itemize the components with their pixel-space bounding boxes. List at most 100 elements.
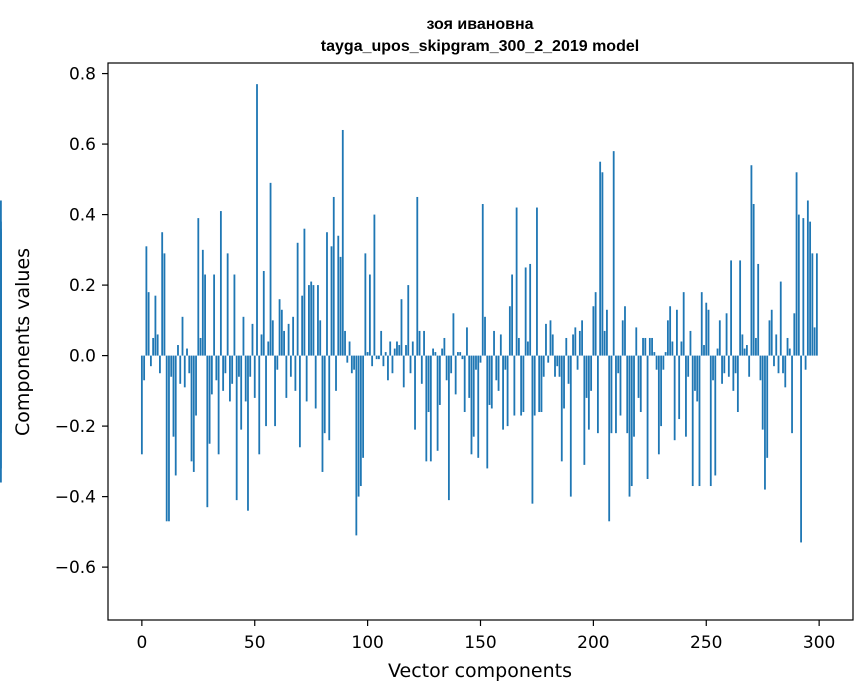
bar — [635, 327, 638, 356]
bar — [718, 320, 721, 356]
bar — [396, 341, 398, 356]
bar — [689, 330, 692, 356]
bar — [617, 355, 620, 374]
bar — [608, 355, 611, 522]
bar — [736, 355, 739, 413]
bar — [551, 334, 554, 356]
bar — [558, 355, 561, 377]
bar — [319, 320, 322, 356]
bar — [515, 207, 518, 356]
y-tick-label: −0.6 — [55, 558, 96, 578]
bar — [470, 355, 473, 455]
bar — [569, 355, 572, 497]
bar — [662, 355, 665, 370]
bar — [235, 355, 238, 501]
bar — [567, 355, 570, 384]
bar — [149, 355, 152, 367]
bar — [274, 355, 276, 427]
bar — [795, 172, 798, 356]
bar — [454, 355, 457, 395]
bar — [283, 330, 285, 356]
bar — [289, 355, 292, 377]
bar — [596, 355, 599, 434]
bar — [653, 352, 656, 356]
bar — [696, 355, 699, 402]
bar — [549, 320, 552, 356]
bar — [730, 260, 732, 356]
bar — [682, 292, 685, 356]
bar — [797, 214, 800, 356]
bar — [145, 246, 148, 356]
y-tick-label: 0.8 — [69, 65, 96, 85]
bar — [786, 337, 789, 356]
bar — [226, 253, 229, 356]
bar — [265, 355, 267, 427]
bar — [375, 355, 378, 360]
bar — [411, 341, 414, 356]
bar — [592, 306, 595, 356]
bar — [488, 355, 491, 405]
bar — [242, 316, 245, 356]
bar — [646, 355, 649, 479]
bar — [391, 355, 394, 374]
bar — [793, 313, 796, 356]
chart-title: зоя ивановна — [426, 16, 533, 33]
bar — [445, 355, 448, 381]
bar — [350, 355, 353, 374]
bar — [438, 355, 441, 405]
bar — [201, 249, 204, 356]
bar — [222, 355, 225, 391]
bar — [147, 292, 150, 356]
bar — [429, 355, 432, 462]
bar — [452, 313, 455, 356]
bar — [278, 299, 281, 356]
bar — [344, 330, 346, 356]
bar — [251, 323, 254, 356]
bar — [312, 285, 315, 356]
bar — [359, 355, 362, 487]
bar — [545, 323, 547, 356]
y-axis-ticks: −0.6 −0.4 −0.2 0.0 0.2 0.4 0.6 0.8 — [55, 65, 108, 578]
bar — [497, 355, 500, 391]
bar — [486, 355, 489, 469]
bar — [416, 196, 419, 356]
bar — [764, 355, 766, 490]
bar — [700, 292, 703, 356]
bar — [624, 306, 626, 356]
bar — [651, 337, 653, 356]
bar — [339, 256, 342, 356]
bar — [536, 207, 538, 356]
bar — [590, 355, 593, 391]
bar — [671, 341, 674, 356]
bar — [666, 320, 669, 356]
bar — [499, 334, 502, 356]
bar — [648, 337, 651, 356]
bar — [619, 355, 622, 416]
bar — [791, 355, 793, 434]
bar — [348, 341, 351, 356]
bar — [441, 348, 444, 356]
bar — [152, 337, 155, 356]
bar — [269, 182, 272, 356]
bar — [802, 218, 805, 356]
bar — [362, 355, 365, 458]
bar — [332, 196, 335, 356]
bar — [177, 345, 179, 356]
bar — [321, 355, 324, 472]
bar — [601, 172, 604, 356]
bar — [513, 355, 516, 416]
bar — [669, 306, 672, 356]
bar — [292, 316, 295, 356]
x-tick-label: 100 — [351, 633, 383, 653]
bar — [326, 232, 328, 356]
bar — [685, 355, 687, 437]
bar — [603, 330, 606, 356]
bar — [574, 327, 577, 356]
bar — [183, 355, 186, 388]
bar — [714, 355, 717, 476]
bar — [759, 355, 762, 381]
bar — [522, 355, 525, 413]
bar — [353, 355, 355, 370]
bar — [387, 355, 389, 381]
bar — [163, 253, 166, 356]
